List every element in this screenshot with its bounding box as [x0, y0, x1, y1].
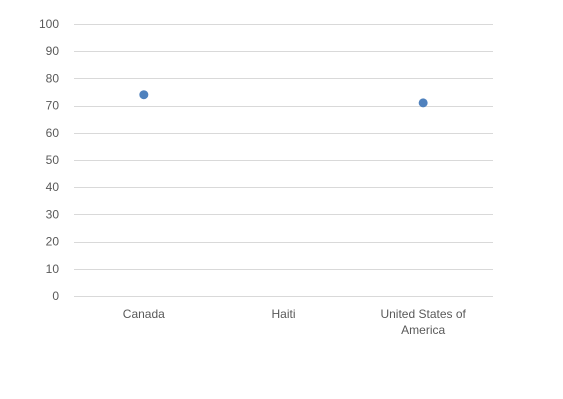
y-tick-label: 100	[39, 17, 59, 31]
data-points	[139, 90, 428, 108]
x-tick-label: Canada	[123, 307, 165, 321]
y-tick-label: 30	[46, 207, 60, 221]
x-tick-label: Haiti	[271, 307, 295, 321]
y-tick-label: 50	[46, 153, 60, 167]
x-tick-label: United States of America	[380, 307, 466, 337]
y-tick-label: 60	[46, 126, 60, 140]
y-tick-label: 90	[46, 44, 60, 58]
y-tick-label: 80	[46, 71, 60, 85]
data-point	[139, 90, 149, 100]
x-axis-tick-labels: Canada Haiti United States of America	[123, 307, 467, 337]
y-tick-label: 10	[46, 262, 60, 276]
y-tick-label: 40	[46, 180, 60, 194]
y-axis-tick-labels: 0 10 20 30 40 50 60 70 80 90 100	[39, 17, 59, 303]
y-tick-label: 70	[46, 99, 60, 113]
y-tick-label: 20	[46, 235, 60, 249]
gridlines	[74, 24, 493, 297]
y-tick-label: 0	[52, 289, 59, 303]
data-point	[418, 98, 428, 108]
